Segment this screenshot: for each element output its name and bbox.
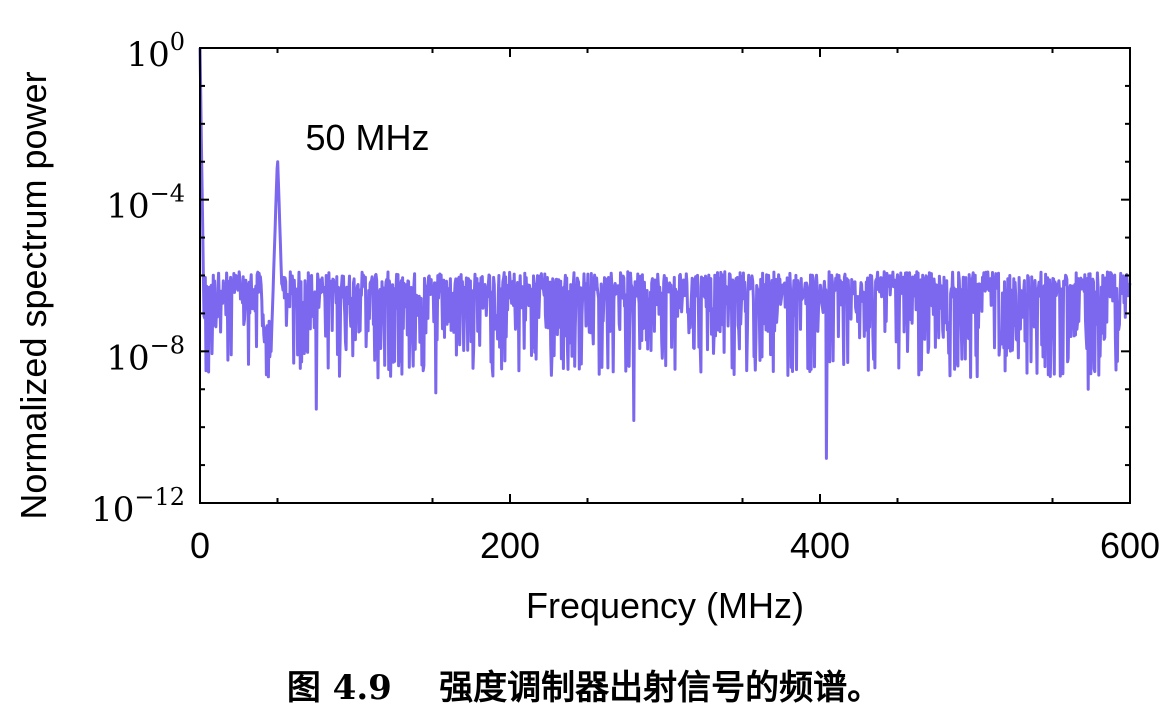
figure-caption: 图 4.9 强度调制器出射信号的频谱。	[286, 668, 882, 708]
x-tick-label: 200	[480, 525, 540, 566]
y-tick-label: 10−12	[91, 483, 185, 530]
plot-area	[198, 47, 1132, 460]
peak-annotation: 50 MHz	[306, 117, 430, 158]
y-axis-title: Normalized spectrum power	[13, 71, 54, 519]
x-tick-label: 400	[790, 525, 850, 566]
axis-ticks	[199, 47, 1131, 504]
x-tick-label: 600	[1100, 525, 1160, 566]
x-tick-label: 0	[190, 525, 210, 566]
y-tick-label: 100	[126, 28, 185, 75]
tick-labels: 0 200 400 600 100 10−4 10−8 10−12	[91, 28, 1160, 566]
spectrum-series-line	[198, 47, 1132, 460]
y-tick-label: 10−4	[106, 180, 185, 227]
y-tick-label: 10−8	[106, 331, 185, 378]
x-axis-title: Frequency (MHz)	[526, 585, 804, 626]
